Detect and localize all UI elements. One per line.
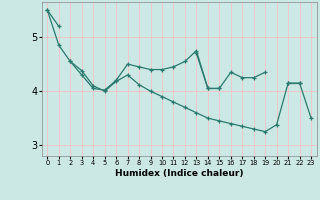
X-axis label: Humidex (Indice chaleur): Humidex (Indice chaleur)	[115, 169, 244, 178]
